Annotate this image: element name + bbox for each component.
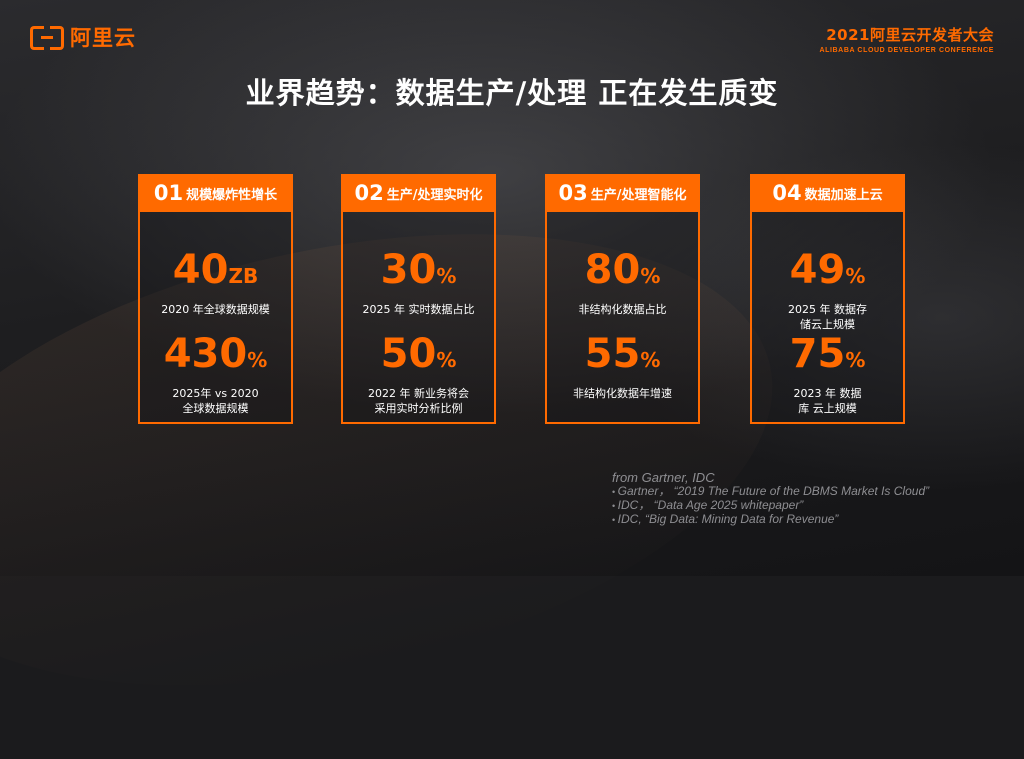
card-number: 01 (153, 181, 184, 205)
card-number: 02 (354, 181, 384, 205)
card-header: 03 生产/处理智能化 (545, 174, 700, 212)
stat-value: 80 (584, 247, 641, 293)
stat-label: 2025 年 实时数据占比 (362, 303, 475, 316)
alibaba-cloud-logo: 阿里云 (30, 22, 136, 52)
card-body: 30% 2025 年 实时数据占比 50% 2022 年 新业务将会 采用实时分析… (341, 212, 496, 424)
card-title: 生产/处理实时化 (386, 187, 483, 203)
stat-block: 55% 非结构化数据年增速 (547, 332, 698, 401)
card-header: 04 数据加速上云 (750, 174, 905, 212)
stat-block: 30% 2025 年 实时数据占比 (343, 248, 494, 317)
card-body: 49% 2025 年 数据存 储云上规模 75% 2023 年 数据库 云上规模 (750, 212, 905, 424)
stat-label: 2022 年 新业务将会 采用实时分析比例 (368, 387, 469, 415)
source-item: IDC， “Data Age 2025 whitepaper” (612, 499, 929, 513)
stat-unit: % (640, 348, 661, 372)
conference-brand: 2021阿里云开发者大会 ALIBABA CLOUD DEVELOPER CON… (819, 24, 994, 54)
logo-text: 阿里云 (70, 26, 136, 50)
stat-value: 30 (380, 247, 437, 293)
stat-block: 49% 2025 年 数据存 储云上规模 (752, 248, 903, 332)
stat-value: 40 (172, 247, 229, 293)
source-item: IDC, “Big Data: Mining Data for Revenue” (612, 513, 929, 527)
stat-label: 非结构化数据年增速 (573, 387, 672, 400)
stat-unit: % (436, 264, 457, 288)
card-number: 03 (558, 181, 588, 205)
stat-value: 430 (163, 331, 248, 377)
slide-background (0, 0, 1024, 576)
stat-unit: % (845, 264, 866, 288)
stat-label: 2025 年 数据存 储云上规模 (788, 303, 867, 331)
stat-label: 2020 年全球数据规模 (161, 303, 270, 316)
stat-label: 非结构化数据占比 (578, 303, 667, 316)
page-title: 业界趋势：数据生产/处理 正在发生质变 (245, 76, 779, 110)
source-item: Gartner， “2019 The Future of the DBMS Ma… (612, 485, 929, 499)
conference-subtitle: ALIBABA CLOUD DEVELOPER CONFERENCE (819, 47, 994, 54)
stat-value: 50 (380, 331, 437, 377)
card-title: 生产/处理智能化 (590, 187, 687, 203)
card-body: 40ZB 2020 年全球数据规模 430% 2025年 vs 2020 全球数据… (138, 212, 293, 424)
stat-block: 75% 2023 年 数据库 云上规模 (752, 332, 903, 416)
trend-card-intelligent: 03 生产/处理智能化 80% 非结构化数据占比 55% 非结构化数据年增速 (545, 174, 700, 426)
stat-label: 2025年 vs 2020 全球数据规模 (172, 387, 259, 415)
card-header: 02 生产/处理实时化 (341, 174, 496, 212)
stat-label: 2023 年 数据库 云上规模 (793, 387, 862, 415)
trend-card-scale-growth: 01 规模爆炸性增长 40ZB 2020 年全球数据规模 430% 2025年 … (138, 174, 293, 426)
stat-block: 50% 2022 年 新业务将会 采用实时分析比例 (343, 332, 494, 416)
stat-block: 430% 2025年 vs 2020 全球数据规模 (140, 332, 291, 416)
trend-card-cloud: 04 数据加速上云 49% 2025 年 数据存 储云上规模 75% 2023 年… (750, 174, 905, 426)
stat-unit: ZB (228, 264, 259, 288)
stat-value: 55 (584, 331, 641, 377)
stat-value: 75 (789, 331, 846, 377)
conference-title: 2021阿里云开发者大会 (826, 26, 994, 44)
card-body: 80% 非结构化数据占比 55% 非结构化数据年增速 (545, 212, 700, 424)
stat-block: 40ZB 2020 年全球数据规模 (140, 248, 291, 317)
stat-unit: % (845, 348, 866, 372)
stat-unit: % (247, 348, 268, 372)
stat-unit: % (640, 264, 661, 288)
card-title: 规模爆炸性增长 (186, 187, 278, 203)
card-title: 数据加速上云 (804, 187, 883, 203)
stat-value: 49 (789, 247, 846, 293)
source-citations: from Gartner, IDC Gartner， “2019 The Fut… (612, 471, 929, 527)
alibaba-cloud-logo-icon (30, 26, 64, 50)
stat-unit: % (436, 348, 457, 372)
card-number: 04 (772, 181, 802, 205)
trend-card-realtime: 02 生产/处理实时化 30% 2025 年 实时数据占比 50% 2022 年… (341, 174, 496, 426)
source-header: from Gartner, IDC (612, 470, 715, 485)
card-header: 01 规模爆炸性增长 (138, 174, 293, 212)
stat-block: 80% 非结构化数据占比 (547, 248, 698, 317)
